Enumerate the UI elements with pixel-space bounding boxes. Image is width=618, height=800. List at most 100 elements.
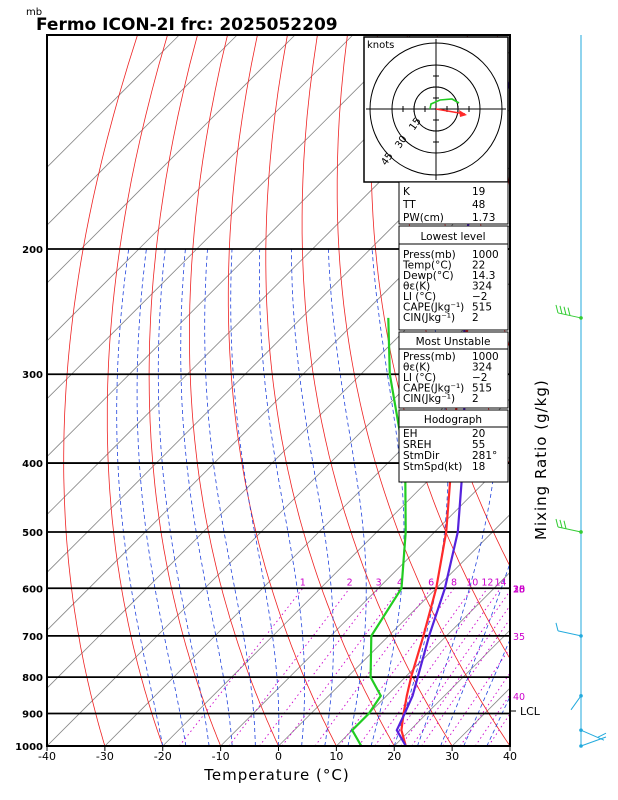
hodograph-params-title: Hodograph (424, 414, 482, 426)
temperature-tick-label: -30 (96, 750, 114, 763)
moist-adiabat (136, 248, 187, 746)
indices-panel: K 19 TT 48 PW(cm) 1.73 Lowest level Pres… (398, 181, 509, 483)
most-unstable-row-label: CIN(Jkg⁻¹) (403, 393, 455, 405)
mixing-ratio-line (228, 587, 351, 746)
mixing-ratio-label: 6 (428, 577, 434, 588)
mixing-ratio-line (411, 604, 510, 746)
wind-barb-950-feather (597, 732, 607, 738)
barb-feather (563, 520, 567, 529)
lowest-level-box (398, 225, 509, 331)
most-unstable-row-value: 2 (472, 393, 479, 405)
storm-motion-arrowhead (459, 110, 467, 117)
most-unstable-title: Most Unstable (416, 336, 491, 348)
mixing-ratio-line (281, 587, 401, 746)
lowest-level-row-value: 515 (472, 302, 492, 314)
most-unstable-row-value: −2 (472, 372, 487, 384)
hodograph-trace (429, 98, 460, 110)
barb-feather (559, 305, 563, 314)
dry-adiabat (370, 35, 510, 660)
barb-feather (559, 519, 563, 528)
pressure-tick-label: 900 (22, 709, 43, 720)
isotherm-line (47, 35, 180, 168)
barb-feather (555, 518, 559, 528)
moist-adiabat (204, 248, 256, 746)
hodograph-row-label: SREH (403, 439, 432, 451)
hodograph-row-value: 281° (472, 450, 497, 462)
mixing-ratio-line (338, 588, 455, 746)
mixing-ratio-line (358, 588, 473, 746)
lowest-level-row-value: 14.3 (472, 270, 495, 282)
temperature-tick-label: 0 (275, 750, 282, 763)
temperature-tick-label: -10 (212, 750, 230, 763)
wind-barb-1000 (580, 736, 607, 747)
lowest-level-row-label: CIN(Jkg⁻¹) (403, 312, 455, 324)
index-tt-value: 48 (472, 199, 485, 211)
moist-adiabat (328, 248, 367, 746)
barb-feather (567, 307, 571, 316)
indices-box (398, 181, 509, 225)
dry-adiabat (188, 35, 279, 746)
lowest-level-row-label: Dewp(°C) (403, 270, 454, 282)
isotherm-line (47, 35, 354, 342)
lowest-level-title: Lowest level (420, 231, 485, 243)
mixing-ratio-line (314, 587, 432, 746)
isotherm-line (47, 224, 510, 689)
mixing-ratio-line (179, 587, 304, 746)
hodograph-row-value: 55 (472, 439, 485, 451)
temperature-tick-label: 20 (387, 750, 401, 763)
mixing-ratio-label: 30 (513, 584, 525, 595)
moist-adiabat (230, 248, 280, 746)
lowest-level-row-value: 324 (472, 281, 492, 293)
temperature-tick-label: -20 (154, 750, 172, 763)
pressure-tick-label: 400 (22, 459, 43, 470)
dry-adiabat (265, 35, 395, 746)
temperature-tick-label: 10 (329, 750, 343, 763)
mixing-ratio-label: 8 (451, 577, 457, 588)
pressure-tick-label: 200 (22, 245, 43, 256)
mixing-ratio-line (442, 647, 510, 746)
background-lines (47, 35, 510, 746)
dry-adiabat (336, 35, 510, 746)
wind-barb-950 (580, 729, 605, 741)
hodograph: knots 15 30 45 (363, 36, 509, 183)
isotherm-line (220, 456, 510, 746)
lowest-level-row-label: LI (°C) (403, 291, 436, 303)
mixing-ratio-label: 10 (466, 577, 478, 588)
index-tt-label: TT (402, 199, 416, 211)
pressure-tick-label: 1000 (15, 742, 43, 753)
mixing-ratio-line (488, 713, 510, 746)
hodograph-ring-30 (391, 64, 481, 154)
mixing-ratio-line (374, 588, 488, 746)
hodograph-row-value: 18 (472, 461, 485, 473)
mixing-ratio-label: 20 (513, 584, 525, 595)
temperature-axis: -40 -30 -20 -10 0 10 20 30 40 (38, 746, 517, 763)
pressure-tick-label: 600 (22, 584, 43, 595)
wind-barb-850 (570, 695, 582, 711)
mixing-ratio-line (459, 672, 510, 746)
most-unstable-row-value: 1000 (472, 351, 499, 363)
lowest-level-row-label: Press(mb) (403, 249, 456, 261)
dry-adiabat (227, 35, 337, 746)
isotherm-line (47, 35, 296, 284)
mixing-ratio-axis-label: Mixing Ratio (g/kg) (532, 379, 550, 540)
pressure-axis: 1000 900 800 700 600 500 400 300 200 (15, 245, 43, 753)
temperature-tick-label: 30 (445, 750, 459, 763)
most-unstable-row-label: LI (°C) (403, 372, 436, 384)
index-pw-label: PW(cm) (403, 212, 444, 224)
lowest-level-row-value: −2 (472, 291, 487, 303)
dry-adiabat (63, 35, 138, 746)
moist-adiabat (180, 248, 233, 746)
hodograph-row-label: EH (403, 428, 418, 440)
chart-title: Fermo ICON-2I frc: 2025052209 (36, 15, 338, 35)
pressure-tick-label: 500 (22, 528, 43, 539)
mixing-ratio-line (259, 587, 380, 746)
mixing-ratio-line (400, 590, 510, 746)
barb-feather (555, 304, 559, 314)
isotherm-line (336, 571, 510, 746)
hodograph-ring-45 (369, 42, 503, 176)
mixing-ratio-label: 35 (513, 632, 525, 643)
lowest-level-row-label: CAPE(Jkg⁻¹) (403, 302, 464, 314)
x-axis-label: Temperature (°C) (203, 766, 349, 784)
barb-feather (563, 306, 567, 315)
